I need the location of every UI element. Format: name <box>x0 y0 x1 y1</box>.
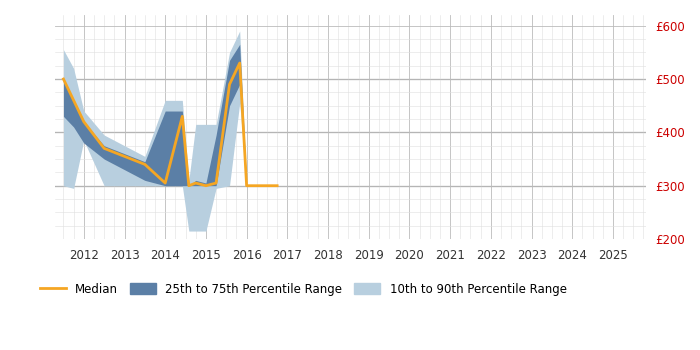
Legend: Median, 25th to 75th Percentile Range, 10th to 90th Percentile Range: Median, 25th to 75th Percentile Range, 1… <box>35 278 571 300</box>
